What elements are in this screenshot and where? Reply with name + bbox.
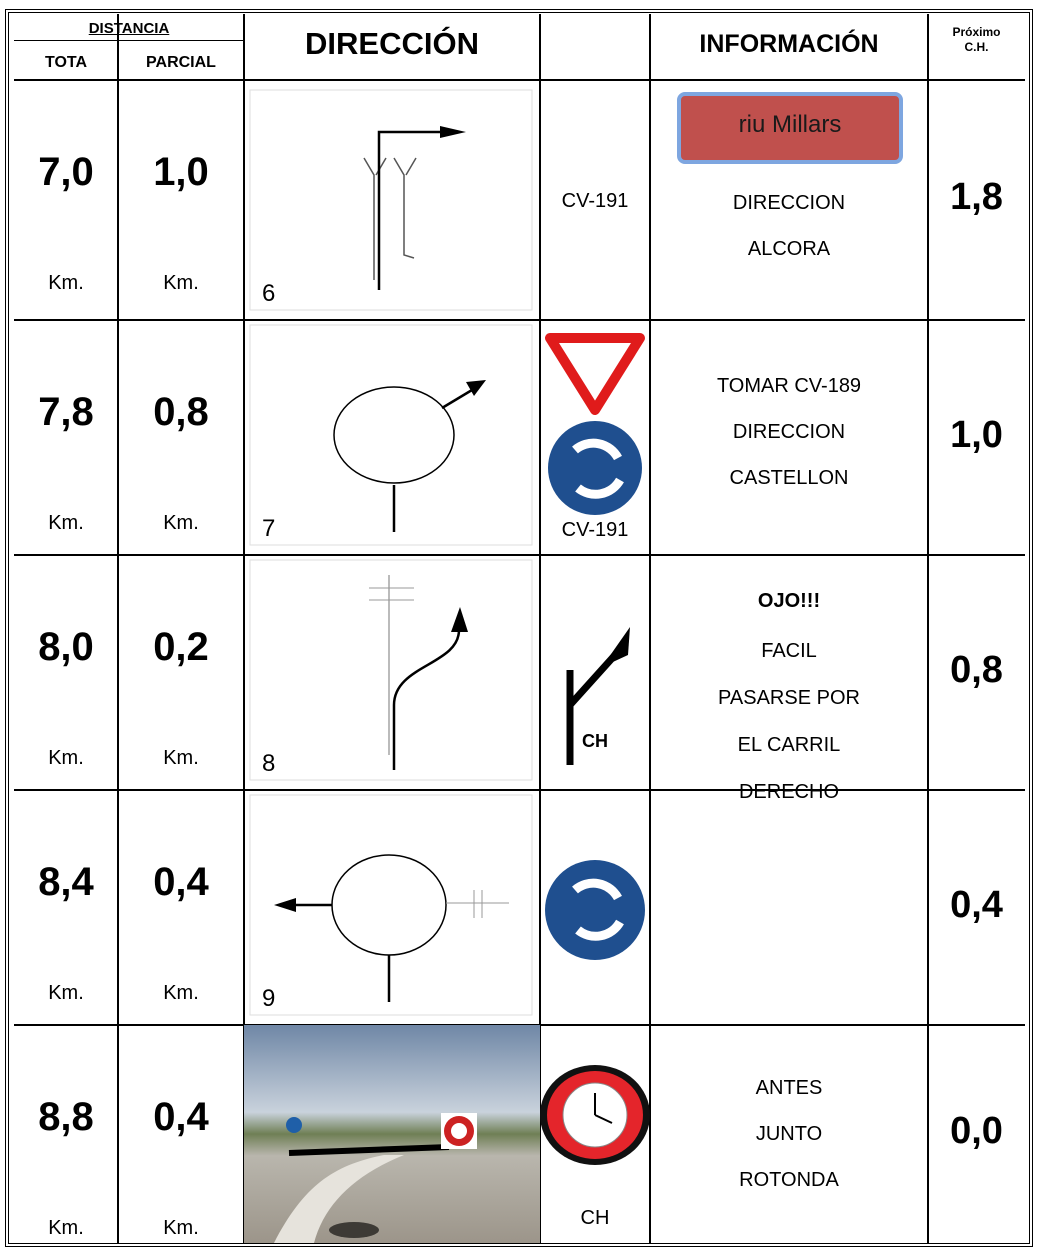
partial: 1,0 bbox=[153, 150, 209, 194]
header-distancia: DISTANCIA bbox=[88, 20, 170, 37]
info-line: ALCORA bbox=[747, 238, 831, 260]
sign-label: CV-191 bbox=[561, 190, 629, 212]
column-line bbox=[927, 14, 929, 1243]
info-badge: riu Millars bbox=[677, 92, 903, 164]
diagram-drawing bbox=[249, 89, 533, 311]
next-ch: 0,0 bbox=[950, 1110, 1003, 1152]
total-unit: Km. bbox=[48, 512, 84, 534]
header-next-ch: Próximo bbox=[952, 25, 1001, 39]
sign-icon bbox=[540, 555, 650, 790]
row-line bbox=[14, 554, 1025, 556]
sign-icon bbox=[540, 320, 650, 555]
info-line: EL CARRIL bbox=[737, 734, 841, 756]
info-line: DERECHO bbox=[738, 781, 839, 803]
total: 7,0 bbox=[38, 150, 94, 194]
row-line bbox=[14, 79, 1025, 81]
info-heading: OJO!!! bbox=[757, 590, 821, 612]
header-direction: DIRECCIÓN bbox=[305, 26, 479, 61]
sign-label: CH bbox=[580, 1207, 610, 1229]
info-line: PASARSE POR bbox=[718, 687, 860, 709]
sign-icon bbox=[540, 790, 650, 1025]
info-line: JUNTO bbox=[755, 1123, 823, 1145]
header-information: INFORMACIÓN bbox=[699, 30, 879, 58]
diagram-number: 8 bbox=[262, 750, 276, 777]
total-unit: Km. bbox=[48, 982, 84, 1004]
diagram-drawing bbox=[249, 324, 533, 546]
header-divider bbox=[14, 40, 244, 41]
total-unit: Km. bbox=[48, 747, 84, 769]
sign-label: CH bbox=[582, 731, 608, 751]
info-line: ROTONDA bbox=[739, 1169, 839, 1191]
header-partial: PARCIAL bbox=[146, 54, 216, 71]
header-total: TOTA bbox=[44, 54, 88, 71]
header-next-ch: C.H. bbox=[964, 40, 989, 54]
diagram-drawing bbox=[249, 559, 533, 781]
diagram bbox=[244, 320, 540, 555]
diagram-drawing bbox=[244, 1025, 540, 1243]
diagram-number: 9 bbox=[262, 985, 276, 1012]
total: 8,4 bbox=[38, 860, 94, 904]
next-ch: 0,8 bbox=[950, 648, 1003, 691]
info-line: CASTELLON bbox=[729, 467, 849, 489]
column-line bbox=[649, 14, 651, 1243]
total: 8,0 bbox=[38, 625, 94, 669]
diagram bbox=[244, 790, 540, 1025]
diagram bbox=[244, 555, 540, 790]
next-ch: 1,0 bbox=[950, 413, 1003, 456]
diagram bbox=[244, 80, 540, 320]
info-line: DIRECCION bbox=[732, 421, 846, 443]
partial: 0,4 bbox=[153, 1095, 209, 1139]
info-line: TOMAR CV-189 bbox=[716, 375, 862, 397]
diagram bbox=[244, 1025, 540, 1243]
info-line: DIRECCION bbox=[732, 192, 846, 214]
partial-unit: Km. bbox=[163, 272, 199, 294]
total-unit: Km. bbox=[48, 272, 84, 294]
info-line: FACIL bbox=[761, 640, 817, 662]
info-line: ANTES bbox=[755, 1077, 823, 1099]
partial-unit: Km. bbox=[163, 512, 199, 534]
outer-border bbox=[5, 9, 1033, 1247]
diagram-number: 7 bbox=[262, 515, 276, 542]
column-line bbox=[117, 14, 119, 1243]
diagram-drawing bbox=[249, 794, 533, 1016]
partial: 0,2 bbox=[153, 625, 209, 669]
row-line bbox=[14, 789, 1025, 791]
partial: 0,4 bbox=[153, 860, 209, 904]
total-unit: Km. bbox=[48, 1217, 84, 1239]
partial-unit: Km. bbox=[163, 1217, 199, 1239]
row-line bbox=[14, 319, 1025, 321]
diagram-number: 6 bbox=[262, 280, 276, 307]
column-line bbox=[243, 14, 245, 1243]
column-line bbox=[539, 14, 541, 1243]
total: 8,8 bbox=[38, 1095, 94, 1139]
sign-icon bbox=[540, 1025, 650, 1243]
partial-unit: Km. bbox=[163, 982, 199, 1004]
total: 7,8 bbox=[38, 390, 94, 434]
next-ch: 0,4 bbox=[950, 883, 1003, 926]
sign-label: CV-191 bbox=[561, 519, 629, 541]
partial: 0,8 bbox=[153, 390, 209, 434]
next-ch: 1,8 bbox=[950, 176, 1003, 218]
partial-unit: Km. bbox=[163, 747, 199, 769]
